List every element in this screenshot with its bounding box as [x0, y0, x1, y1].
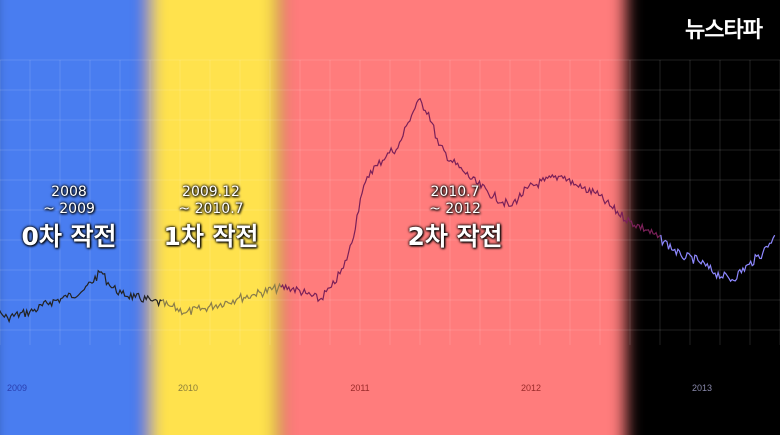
period-band-2	[280, 0, 626, 435]
period-band-0	[0, 0, 148, 435]
period-0-title: 0차 작전	[21, 222, 117, 251]
period-2-date-end: ~ 2012	[429, 201, 481, 217]
x-tick-label-2012: 2012	[521, 383, 541, 393]
period-label-0: 2008 ~ 2009 0차 작전	[14, 184, 124, 253]
price-line-segment	[161, 282, 282, 316]
grid-lines	[0, 59, 780, 345]
price-line-segment	[0, 269, 162, 324]
price-line	[0, 97, 776, 324]
period-bands	[0, 0, 626, 435]
x-tick-label-2009: 2009	[7, 383, 27, 393]
period-2-date-start: 2010.7	[430, 184, 480, 200]
period-0-date-end: ~ 2009	[43, 201, 95, 217]
period-1-date-end: ~ 2010.7	[178, 201, 244, 217]
period-label-1: 2009.12 ~ 2010.7 1차 작전	[156, 184, 266, 253]
period-1-title: 1차 작전	[163, 222, 259, 251]
period-2-title: 2차 작전	[407, 222, 503, 251]
period-label-2: 2010.7 ~ 2012 2차 작전	[400, 184, 510, 253]
x-axis-ticks: 2009 2010 2011 2012 2013	[7, 383, 712, 393]
period-band-1	[150, 0, 278, 435]
price-line-segment	[660, 234, 776, 283]
period-0-date-start: 2008	[51, 184, 87, 200]
period-1-date-start: 2009.12	[182, 184, 240, 200]
x-tick-label-2013: 2013	[692, 383, 712, 393]
x-tick-label-2010: 2010	[178, 383, 198, 393]
x-tick-label-2011: 2011	[350, 383, 369, 393]
price-line-segment	[280, 97, 662, 303]
newstapa-logo: 뉴스타파	[685, 18, 763, 43]
